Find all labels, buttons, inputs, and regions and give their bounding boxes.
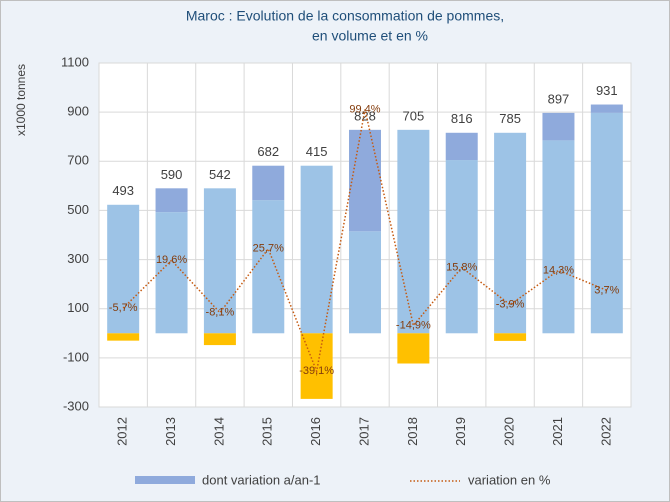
bar-base <box>590 112 623 334</box>
bar-variation <box>107 333 140 341</box>
y-tick-label: 300 <box>67 251 89 266</box>
total-label: 415 <box>306 144 328 159</box>
total-label: 590 <box>161 167 183 182</box>
chart-subtitle: en volume et en % <box>312 28 428 44</box>
y-tick-label: 100 <box>67 300 89 315</box>
percent-label: 15,8% <box>446 261 477 273</box>
bar-base <box>397 129 430 334</box>
x-tick-label: 2018 <box>405 417 420 446</box>
x-tick-label: 2017 <box>356 417 371 446</box>
total-label: 493 <box>112 183 134 198</box>
bar-base <box>203 188 236 334</box>
total-label: 682 <box>257 144 279 159</box>
plot-border <box>98 62 632 408</box>
total-label: 897 <box>548 91 570 106</box>
total-label: 705 <box>403 108 425 123</box>
line-series <box>122 109 608 374</box>
x-tick-label: 2016 <box>308 417 323 446</box>
x-tick-label: 2019 <box>453 417 468 446</box>
percent-label: 25,7% <box>253 243 284 255</box>
x-tick-label: 2021 <box>550 417 565 446</box>
x-tick-label: 2013 <box>163 417 178 446</box>
percent-label: -3,9% <box>496 299 525 311</box>
y-tick-label: 1100 <box>61 54 89 69</box>
bar-base <box>300 165 333 334</box>
bar-base <box>349 231 381 334</box>
y-tick-label: -100 <box>63 349 89 364</box>
bar-variation <box>349 129 381 232</box>
total-label: 785 <box>499 111 521 126</box>
percent-label: -5,7% <box>109 302 138 314</box>
percent-label: 19,6% <box>156 254 187 266</box>
bar-variation <box>252 165 285 201</box>
total-label: 542 <box>209 167 231 182</box>
total-label: 931 <box>596 83 618 98</box>
percent-label: 14,3% <box>543 264 574 276</box>
bar-base <box>107 204 140 334</box>
bar-base <box>445 160 478 334</box>
percent-label: -14,9% <box>396 319 431 331</box>
bar-variation <box>542 112 575 141</box>
percent-label: 99,4% <box>349 103 380 115</box>
y-tick-label: 900 <box>67 104 89 119</box>
percent-label: -39,1% <box>299 365 334 377</box>
y-tick-label: 700 <box>67 153 89 168</box>
x-tick-label: 2015 <box>260 417 275 446</box>
x-tick-label: 2012 <box>115 417 130 446</box>
legend-label: dont variation a/an-1 <box>202 472 321 487</box>
total-label: 828 <box>354 108 376 123</box>
bar-variation <box>445 132 478 161</box>
bar-variation <box>494 333 527 341</box>
y-tick-label: 500 <box>67 202 89 217</box>
bar-variation <box>155 188 188 213</box>
legend-swatch <box>135 476 195 484</box>
legend-label: variation en % <box>468 472 551 487</box>
bar-base <box>542 140 575 334</box>
bar-variation <box>397 333 430 364</box>
x-tick-label: 2020 <box>502 417 517 446</box>
bar-variation <box>590 104 623 113</box>
y-tick-label: -300 <box>63 398 89 413</box>
bar-base <box>252 200 285 334</box>
y-axis-label: x1000 tonnes <box>14 64 28 136</box>
percent-label: 3,7% <box>594 284 619 296</box>
x-tick-label: 2022 <box>598 417 613 446</box>
x-tick-label: 2014 <box>211 417 226 446</box>
bar-variation <box>203 333 236 346</box>
total-label: 816 <box>451 111 473 126</box>
bar-base <box>494 132 527 334</box>
chart-title: Maroc : Evolution de la consommation de … <box>186 8 504 24</box>
percent-label: -8,1% <box>206 307 235 319</box>
